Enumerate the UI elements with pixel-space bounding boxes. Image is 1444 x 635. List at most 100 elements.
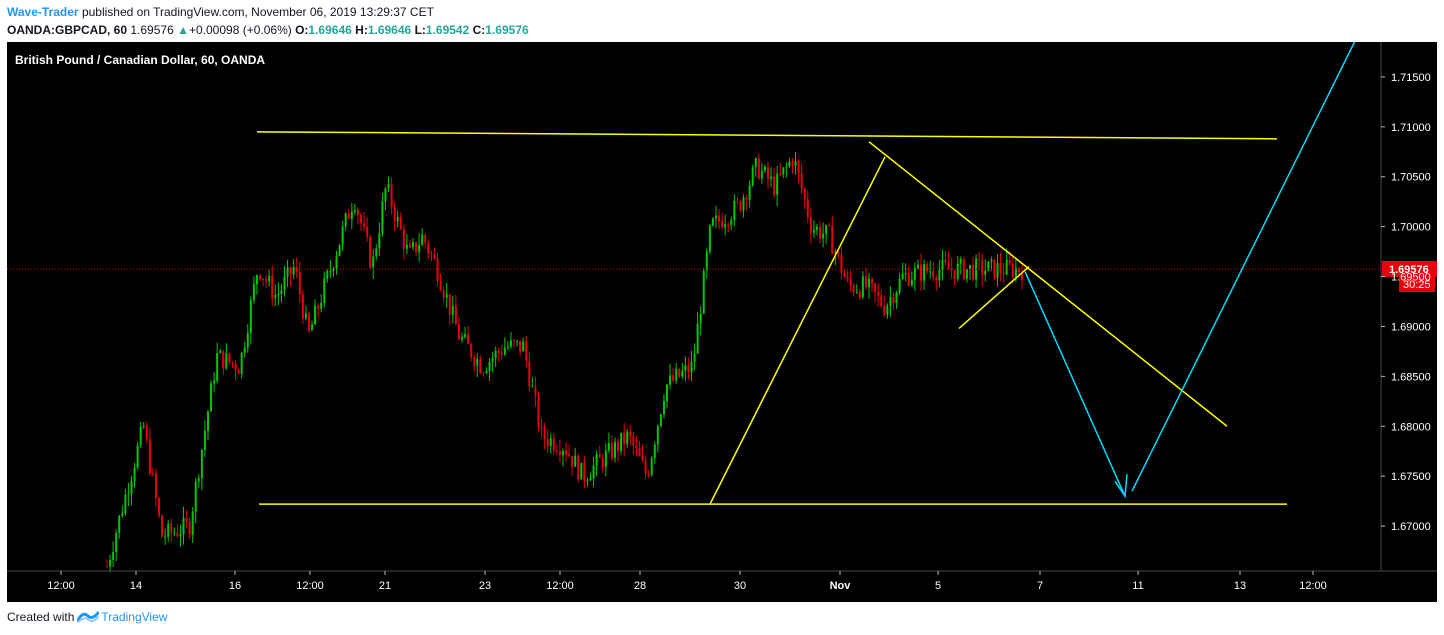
candle-body: [127, 494, 130, 496]
candle-body: [445, 294, 448, 298]
candle-body: [742, 197, 745, 211]
author-link[interactable]: Wave-Trader: [7, 5, 79, 19]
candle-body: [216, 353, 219, 381]
tradingview-link[interactable]: TradingView: [77, 610, 167, 624]
candle-body: [797, 160, 800, 174]
candle-body: [491, 358, 494, 362]
candle-body: [424, 234, 427, 244]
candle-body: [344, 213, 347, 227]
x-tick-label: 7: [1037, 580, 1043, 592]
y-tick-label: 1.70500: [1391, 172, 1431, 184]
open-label: O:: [295, 23, 309, 37]
candle-body: [718, 215, 721, 222]
candle-body: [708, 225, 711, 252]
ohlc-bar: OANDA:GBPCAD, 60 1.69576 ▲+0.00098 (+0.0…: [7, 23, 529, 37]
candle-body: [953, 270, 956, 279]
candle-body: [436, 258, 439, 281]
x-tick-label: 12:00: [546, 580, 574, 592]
candle-body: [831, 225, 834, 254]
candle-body: [164, 536, 167, 538]
candle-body: [225, 353, 228, 369]
candle-body: [819, 226, 822, 239]
candle-body: [286, 267, 289, 277]
candle-body: [990, 259, 993, 262]
candle-body: [537, 395, 540, 427]
candle-body: [454, 305, 457, 325]
candle-body: [748, 185, 751, 200]
candle-body: [972, 264, 975, 280]
x-tick-label: 30: [734, 580, 746, 592]
candle-body: [210, 383, 213, 412]
candle-body: [696, 323, 699, 354]
candle-body: [926, 264, 929, 272]
candle-body: [1014, 267, 1017, 277]
candle-body: [583, 462, 586, 481]
candle-body: [320, 302, 323, 309]
candle-body: [427, 243, 430, 254]
candle-body: [601, 457, 604, 467]
candle-body: [329, 270, 332, 272]
candle-body: [659, 414, 662, 426]
candle-body: [1011, 263, 1014, 277]
candle-body: [920, 264, 923, 281]
x-tick-label: 16: [229, 580, 241, 592]
candle-body: [274, 294, 277, 299]
candle-body: [861, 276, 864, 297]
rising-leg: [709, 156, 886, 505]
candle-body: [1005, 259, 1008, 275]
candle-body: [641, 455, 644, 461]
candle-body: [366, 226, 369, 237]
candle-body: [598, 454, 601, 458]
candle-body: [390, 184, 393, 208]
candle-body: [877, 292, 880, 296]
candle-body: [375, 248, 378, 257]
candle-body: [803, 188, 806, 200]
candle-body: [231, 362, 234, 364]
candle-body: [681, 370, 684, 377]
candle-body: [705, 251, 708, 271]
x-tick-label: Nov: [830, 580, 852, 592]
candle-body: [981, 260, 984, 275]
countdown-tag: [1399, 276, 1435, 292]
candle-body: [886, 305, 889, 315]
candle-body: [240, 352, 243, 374]
candle-body: [763, 166, 766, 171]
candle-body: [837, 252, 840, 255]
candle-body: [139, 426, 142, 446]
candle-body: [418, 245, 421, 252]
axes-layer: 1.71500 1.71000 1.70500 1.70000 1.69500 1.690…: [7, 42, 1437, 592]
chart-area[interactable]: 1.69576 30:25 1.71500 1.71000 1.70500 1.7000…: [7, 36, 1437, 602]
candle-body: [904, 273, 907, 275]
candlestick-chart[interactable]: 1.69576 30:25 1.71500 1.71000 1.70500 1.7000…: [7, 36, 1437, 602]
candle-body: [580, 462, 583, 480]
candle-body: [363, 223, 366, 227]
candle-body: [295, 266, 298, 273]
candle-body: [607, 443, 610, 451]
candle-body: [965, 269, 968, 279]
candle-body: [999, 263, 1002, 273]
candle-body: [503, 347, 506, 355]
candle-body: [555, 450, 558, 452]
candle-body: [142, 425, 145, 427]
candle-body: [335, 255, 338, 269]
candle-body: [825, 225, 828, 234]
candle-body: [246, 333, 249, 348]
candle-body: [913, 268, 916, 280]
candle-body: [653, 444, 656, 458]
candle-body: [133, 467, 136, 481]
candle-body: [932, 271, 935, 278]
candle-body: [577, 455, 580, 480]
candle-body: [629, 431, 632, 436]
candle-body: [724, 224, 727, 228]
candle-body: [106, 566, 108, 568]
candle-body: [791, 161, 794, 166]
candle-body: [770, 176, 773, 179]
candle-body: [714, 215, 717, 219]
candle-body: [733, 200, 736, 221]
candle-body: [283, 276, 286, 290]
candle-body: [384, 188, 387, 202]
candle-body: [754, 158, 757, 168]
candle-body: [200, 450, 203, 479]
candle-body: [506, 346, 509, 348]
change-up-icon: ▲: [177, 23, 189, 37]
